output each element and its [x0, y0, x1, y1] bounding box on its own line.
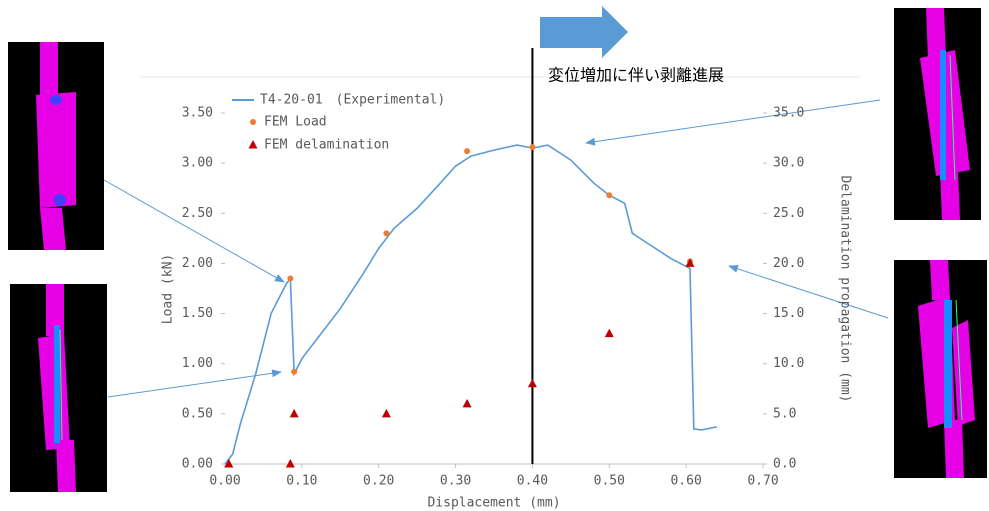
fem-image [10, 284, 107, 492]
y-tick-label: 3.50 [182, 106, 213, 121]
legend-label: FEM delamination [264, 138, 389, 153]
data-point [606, 192, 612, 198]
x-tick-label: 0.60 [670, 474, 701, 489]
data-point [290, 409, 299, 418]
x-tick-label: 0.40 [517, 474, 548, 489]
y-axis-label: Load (kN) [161, 254, 176, 324]
y-tick-label: 1.50 [182, 306, 213, 321]
data-point [463, 399, 472, 408]
data-point [286, 459, 295, 468]
data-point [382, 409, 391, 418]
x-tick-label: 0.30 [440, 474, 471, 489]
legend-label: T4-20-01 (Experimental) [260, 93, 445, 108]
y-tick-label: 0.50 [182, 406, 213, 421]
callout-arrow [104, 100, 888, 397]
legend-label: FEM Load [264, 115, 327, 130]
y2-tick-label: 10.0 [773, 356, 804, 371]
y2-tick-label: 30.0 [773, 156, 804, 171]
progress-arrow [540, 6, 628, 58]
y2-tick-label: 20.0 [773, 256, 804, 271]
y2-axis-label: Delamination propagation (mm) [838, 176, 853, 403]
data-point [287, 275, 293, 281]
x-tick-label: 0.70 [747, 474, 778, 489]
y2-tick-label: 15.0 [773, 306, 804, 321]
y-tick-label: 3.00 [182, 156, 213, 171]
y-tick-label: 0.00 [182, 457, 213, 472]
data-point [464, 148, 470, 154]
y2-tick-label: 35.0 [773, 106, 804, 121]
y2-tick-label: 25.0 [773, 206, 804, 221]
data-point [383, 230, 389, 236]
data-point [529, 144, 535, 150]
x-tick-label: 0.20 [363, 474, 394, 489]
y-tick-label: 2.50 [182, 206, 213, 221]
annotation: 変位増加に伴い剥離進展 [548, 66, 724, 85]
data-line [225, 145, 717, 464]
y2-tick-label: 0.0 [773, 457, 796, 472]
chart: 変位増加に伴い剥離進展 Displacement (mm) Load (kN) … [0, 0, 989, 511]
y2-tick-label: 5.0 [773, 406, 796, 421]
x-tick-label: 0.50 [594, 474, 625, 489]
data-point [291, 369, 297, 375]
legend-swatch [250, 119, 256, 125]
x-tick-label: 0.00 [209, 474, 240, 489]
fem-image [894, 260, 987, 478]
y-tick-label: 2.00 [182, 256, 213, 271]
legend-swatch [249, 140, 258, 149]
x-axis-label: Displacement (mm) [427, 496, 560, 511]
fem-image [894, 8, 981, 220]
data-point [528, 379, 537, 388]
x-tick-label: 0.10 [286, 474, 317, 489]
data-point [605, 329, 614, 338]
fem-image [8, 42, 104, 250]
data-point [685, 258, 694, 267]
y-tick-label: 1.00 [182, 356, 213, 371]
